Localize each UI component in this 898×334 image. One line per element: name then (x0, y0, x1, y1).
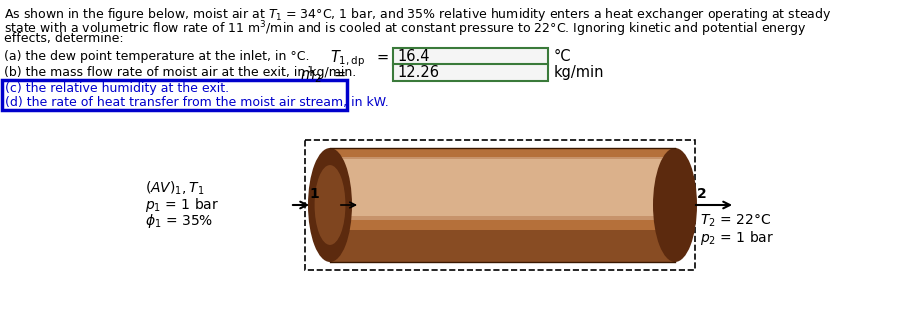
Bar (393, 48, 548, 65)
Text: 1: 1 (309, 187, 319, 201)
Text: $p_2$ = 1 bar: $p_2$ = 1 bar (700, 229, 774, 247)
Bar (330, 157, 675, 220)
Text: 16.4: 16.4 (397, 49, 429, 64)
Bar (393, 64, 548, 81)
Ellipse shape (308, 148, 352, 262)
Bar (330, 159, 675, 216)
Text: (d) the rate of heat transfer from the moist air stream, in kW.: (d) the rate of heat transfer from the m… (5, 96, 389, 109)
Text: (a) the dew point temperature at the inlet, in °C.: (a) the dew point temperature at the inl… (4, 50, 310, 63)
Bar (305, 140, 695, 270)
Bar (2, 80, 347, 110)
Text: effects, determine:: effects, determine: (4, 32, 124, 45)
Bar (330, 230, 675, 262)
Bar (330, 148, 675, 262)
Text: 12.26: 12.26 (397, 65, 439, 80)
Ellipse shape (314, 165, 346, 245)
Text: (b) the mass flow rate of moist air at the exit, in kg/min.: (b) the mass flow rate of moist air at t… (4, 66, 357, 79)
Text: (c) the relative humidity at the exit.: (c) the relative humidity at the exit. (5, 82, 229, 95)
Text: As shown in the figure below, moist air at $T_1$ = 34°C, 1 bar, and 35% relative: As shown in the figure below, moist air … (4, 6, 832, 23)
Text: °C: °C (554, 49, 571, 64)
Text: $T_{1,\mathrm{dp}}$  $=$: $T_{1,\mathrm{dp}}$ $=$ (330, 48, 389, 68)
Text: $\phi_1$ = 35%: $\phi_1$ = 35% (145, 212, 213, 230)
Text: kg/min: kg/min (554, 65, 604, 80)
Text: $T_2$ = 22°C: $T_2$ = 22°C (700, 213, 771, 229)
Text: $(AV)_1, T_1$: $(AV)_1, T_1$ (145, 180, 205, 197)
Ellipse shape (653, 148, 697, 262)
Text: $p_1$ = 1 bar: $p_1$ = 1 bar (145, 196, 219, 214)
Text: state with a volumetric flow rate of 11 m$^3$/min and is cooled at constant pres: state with a volumetric flow rate of 11 … (4, 19, 806, 39)
Text: 2: 2 (697, 187, 707, 201)
Text: $\dot{m}_2$  $=$: $\dot{m}_2$ $=$ (300, 64, 346, 85)
